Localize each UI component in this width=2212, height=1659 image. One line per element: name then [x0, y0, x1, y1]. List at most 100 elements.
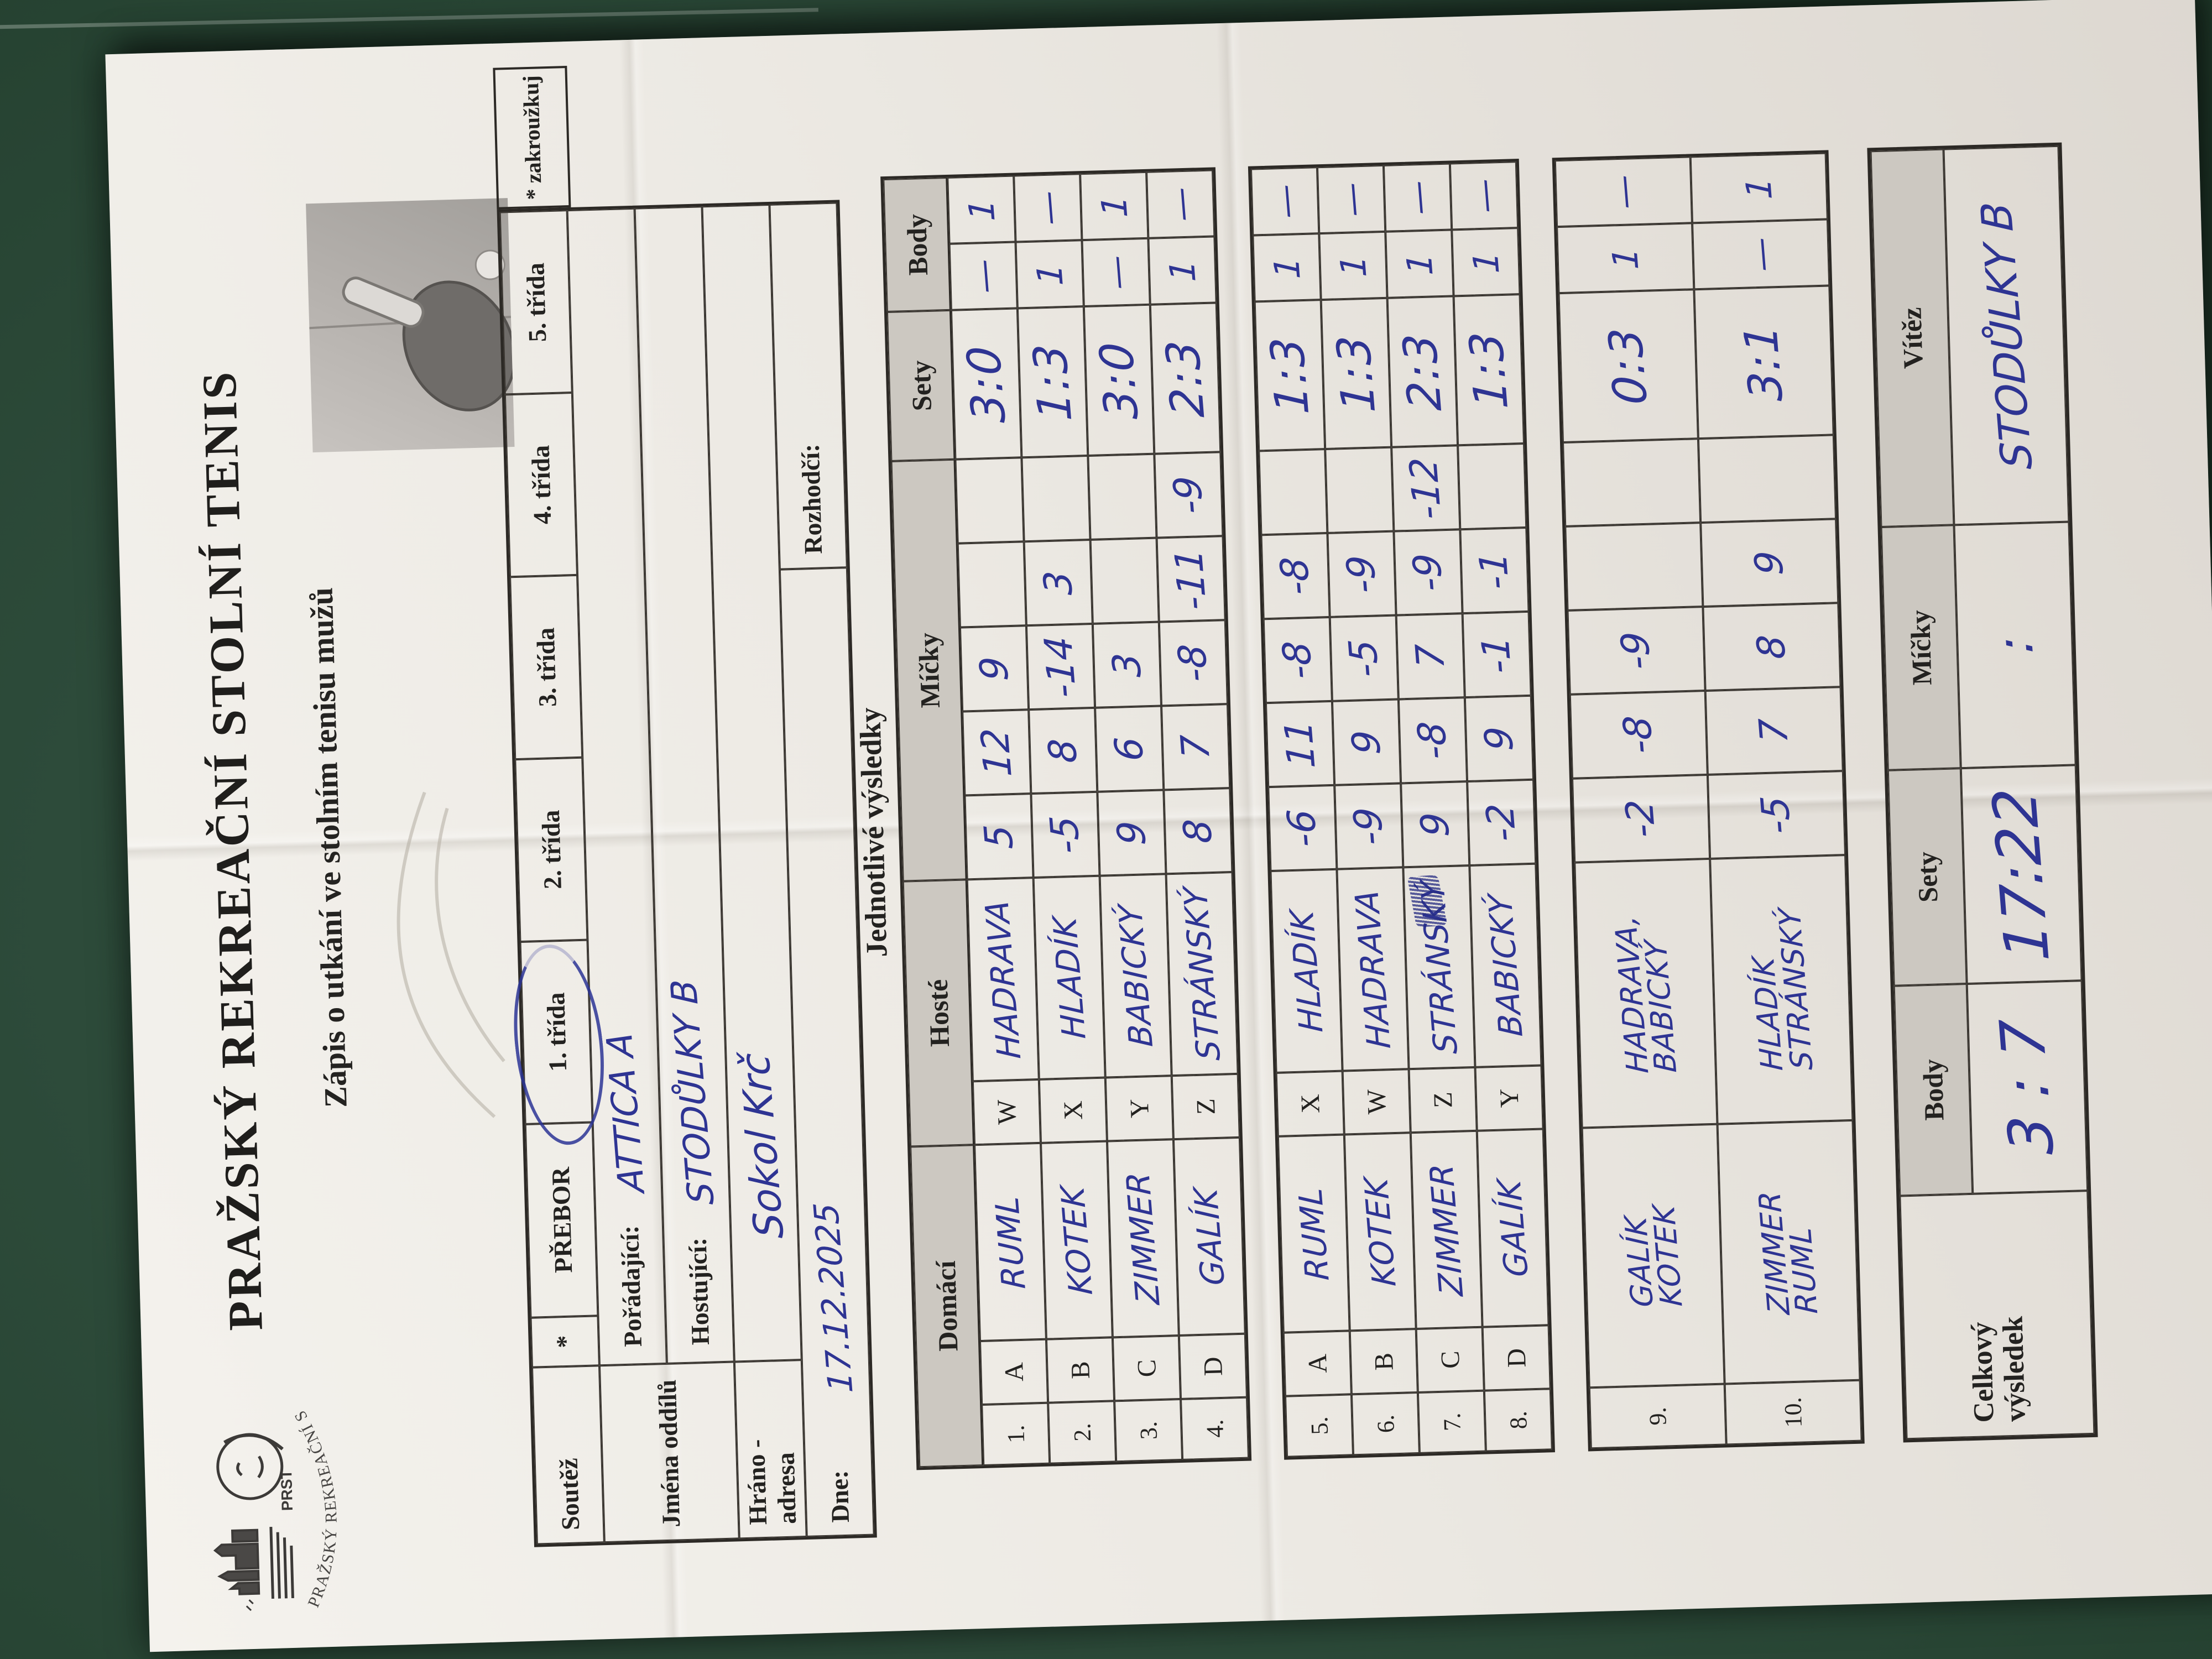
micky-cell: -9: [1567, 607, 1705, 695]
summary-sety-value: 17:22: [1960, 765, 2082, 984]
micky-cell: 9: [1332, 699, 1401, 785]
home-key: D: [1482, 1325, 1551, 1391]
sety-cell: 0:3: [1558, 289, 1698, 443]
hrano-adresa-label: Hráno - adresa: [734, 1360, 807, 1539]
micky-cell: 9: [959, 625, 1029, 712]
body-cell: —: [1146, 170, 1215, 238]
micky-cell: [1325, 447, 1394, 533]
body-cell: —: [1317, 165, 1386, 234]
body-cell: 1: [1015, 240, 1084, 309]
home-player: KOTEK: [1344, 1133, 1416, 1331]
micky-cell: -1: [1462, 611, 1531, 698]
col-header-domaci: Domácí: [910, 1145, 984, 1468]
micky-cell: [1698, 435, 1837, 523]
guest-player: STRÁNSKÝ: [1166, 872, 1238, 1076]
micky-cell: [1259, 449, 1328, 535]
guest-key: Z: [1408, 1067, 1477, 1133]
col-header-body: Body: [883, 177, 951, 312]
guest-key: Z: [1171, 1073, 1240, 1140]
guest-player: HADRAVA: [1337, 867, 1409, 1071]
col-header-micky: Míčky: [891, 459, 967, 881]
micky-cell: 3: [1092, 622, 1162, 708]
singles-table-1: Domácí Hosté Míčky Sety Body 1. A RUML W…: [880, 167, 1252, 1470]
home-key: A: [1283, 1331, 1352, 1396]
col-header-hoste: Hosté: [902, 879, 975, 1147]
class-1-cell: 1. třída: [504, 940, 614, 1150]
logo-badge-text: PRST: [278, 1469, 296, 1511]
guest-key: W: [1342, 1069, 1411, 1135]
match-number: 1.: [982, 1402, 1050, 1465]
micky-cell: 6: [1095, 706, 1164, 792]
poradajici-label: Pořádající:: [615, 1225, 647, 1348]
col-header-sety: Sety: [886, 310, 956, 461]
body-cell: 1: [1253, 233, 1321, 302]
micky-cell: -9: [1334, 783, 1404, 869]
class-5-label: 5. třída: [499, 210, 572, 395]
body-cell: 1: [1148, 236, 1217, 305]
micky-cell: -9: [1327, 531, 1396, 617]
star-mark: *: [530, 1316, 599, 1368]
micky-cell: 8: [1703, 603, 1841, 691]
sety-cell: 2:3: [1387, 296, 1458, 447]
home-player: ZIMMER: [1107, 1139, 1179, 1338]
home-key: D: [1178, 1333, 1247, 1399]
micky-cell: 7: [1161, 704, 1230, 790]
match-number: 9.: [1589, 1384, 1726, 1449]
micky-cell: -2: [1572, 774, 1710, 863]
guest-pair: HLADÍK STRÁNSKÝ: [1710, 855, 1853, 1124]
micky-cell: 7: [1705, 687, 1843, 775]
guest-player: STRÁNSKÝ: [1403, 865, 1475, 1070]
micky-cell: [1458, 443, 1527, 530]
micky-cell: -8: [1263, 617, 1332, 703]
celkovy-vysledek-label: Celkový výsledek: [1900, 1191, 2095, 1439]
match-info-table: Soutěž * PŘEBOR 1. třída 2. třída 3. tří…: [497, 200, 877, 1547]
home-player: GALÍK: [1477, 1129, 1549, 1327]
match-number: 7.: [1417, 1390, 1486, 1453]
home-key: C: [1112, 1335, 1181, 1401]
prebor-label: PŘEBOR: [525, 1122, 598, 1318]
home-key: B: [1046, 1337, 1115, 1403]
sety-cell: 1:3: [1017, 306, 1088, 458]
micky-cell: [1563, 439, 1701, 526]
home-pair: GALÍK KOTEK: [1582, 1124, 1725, 1388]
body-cell: 1: [1557, 223, 1694, 294]
summary-table: Celkový výsledek Body Sety Míčky Vítěz 3…: [1867, 142, 2098, 1443]
sety-cell: 3:1: [1694, 285, 1834, 439]
micky-cell: -8: [1261, 533, 1330, 619]
jmena-oddilu-label: Jména oddílů: [599, 1361, 739, 1543]
body-cell: —: [949, 242, 1018, 310]
micky-cell: 5: [964, 794, 1034, 880]
guest-player: BABICKÝ: [1099, 874, 1172, 1078]
dne-label: Dne:: [824, 1470, 854, 1523]
home-player: GALÍK: [1173, 1137, 1245, 1336]
summary-sety-header: Sety: [1887, 768, 1967, 986]
micky-cell: 11: [1265, 701, 1335, 787]
venue-value: Sokol Krč: [731, 1052, 793, 1239]
micky-cell: -14: [1026, 623, 1095, 710]
sety-cell: 3:0: [951, 308, 1022, 460]
singles-table-2: 5. A RUML X HLADÍK -6 11 -8 -8 1:3 1 — 6…: [1248, 159, 1555, 1460]
micky-cell: 8: [1164, 788, 1233, 874]
guest-key: W: [972, 1079, 1041, 1145]
body-cell: —: [1449, 161, 1519, 230]
guest-pair: HADRAVA, BABICKÝ: [1574, 858, 1718, 1128]
hostujici-label: Hostující:: [683, 1237, 714, 1345]
home-team-name: ATTICA A: [599, 1032, 654, 1193]
micky-cell: [957, 541, 1026, 628]
micky-cell: -5: [1031, 791, 1100, 878]
match-number: 2.: [1048, 1401, 1117, 1464]
micky-cell: -12: [1391, 445, 1460, 531]
body-cell: 1: [1452, 228, 1520, 296]
body-cell: 1: [1690, 153, 1828, 223]
guest-player: HLADÍK: [1270, 869, 1343, 1073]
guest-team-name: STODŮLKY B: [663, 979, 723, 1206]
guest-player: HLADÍK: [1033, 875, 1105, 1079]
body-cell: 1: [1385, 229, 1454, 298]
rozhodci-cell: Rozhodčí:: [769, 202, 847, 570]
summary-body-value: 3 : 7: [1966, 980, 2088, 1194]
doubles-table: 9. GALÍK KOTEK HADRAVA, BABICKÝ -2 -8 -9…: [1552, 150, 1865, 1452]
micky-cell: -11: [1156, 536, 1225, 622]
sety-cell: 1:3: [1321, 298, 1392, 450]
guest-key: Y: [1105, 1076, 1173, 1141]
